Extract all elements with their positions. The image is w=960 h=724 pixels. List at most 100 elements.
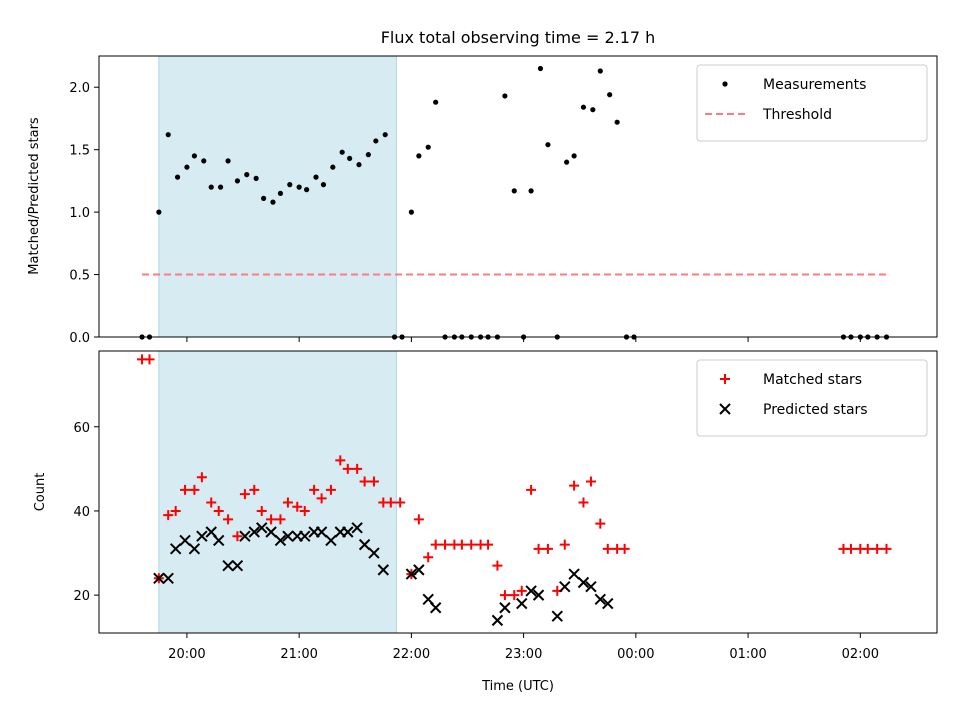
y-tick-label: 0.0	[69, 331, 90, 346]
y-tick-label: 60	[73, 421, 90, 436]
matched-point	[423, 552, 434, 563]
predicted-point	[551, 610, 563, 622]
observing-span	[158, 55, 397, 338]
measurement-point	[208, 184, 214, 190]
predicted-point	[256, 522, 268, 534]
legend-matched-marker	[720, 374, 730, 384]
y-tick-label: 40	[73, 505, 90, 520]
matched-point	[325, 484, 336, 495]
axes-frame	[98, 55, 938, 338]
matched-point	[492, 560, 503, 571]
matched-point	[196, 472, 207, 483]
matched-point	[881, 543, 892, 554]
measurement-point	[339, 149, 345, 155]
predicted-point	[169, 543, 182, 555]
x-tick-label: 21:00	[280, 647, 317, 662]
legend-label: Predicted stars	[763, 402, 868, 418]
predicted-point	[491, 614, 504, 627]
measurement-point	[425, 144, 431, 150]
predicted-point	[368, 547, 380, 559]
matched-point	[368, 476, 379, 487]
matched-point	[585, 476, 596, 487]
matched-point	[282, 497, 293, 508]
measurement-point	[528, 188, 534, 194]
measurement-point	[191, 153, 197, 159]
matched-point	[542, 543, 553, 554]
matched-point	[266, 514, 277, 525]
predicted-point	[299, 530, 311, 542]
legend-measurement-marker	[722, 81, 728, 87]
matched-point	[845, 543, 856, 554]
measurement-point	[184, 164, 190, 170]
matched-point	[299, 505, 310, 516]
matched-point	[533, 543, 544, 554]
measurement-point	[330, 164, 336, 170]
observing-span	[158, 350, 397, 634]
predicted-point	[188, 543, 201, 555]
predicted-point	[516, 597, 528, 610]
measurement-point	[614, 119, 620, 125]
matched-point	[292, 501, 303, 512]
predicted-point	[239, 530, 251, 542]
matched-point	[232, 531, 243, 542]
measurement-point	[320, 182, 327, 188]
predicted-point	[577, 576, 590, 589]
predicted-point	[602, 597, 614, 610]
series-predicted-stars	[153, 522, 614, 627]
x-tick-label: 02:00	[842, 647, 879, 662]
measurement-point	[537, 65, 544, 72]
measurement-point	[287, 182, 293, 188]
predicted-point	[325, 534, 337, 547]
matched-point	[456, 539, 467, 550]
measurement-point	[433, 99, 439, 105]
matched-point	[144, 354, 155, 365]
measurement-point	[313, 174, 319, 180]
predicted-point	[342, 526, 354, 538]
matched-point	[430, 539, 441, 550]
matched-point	[578, 497, 589, 508]
matched-point	[499, 590, 510, 601]
measurement-point	[277, 190, 284, 196]
measurement-point	[416, 153, 422, 159]
matched-point	[359, 476, 370, 487]
matched-point	[163, 510, 174, 521]
measurement-point	[174, 174, 181, 180]
measurement-point	[545, 142, 551, 148]
x-tick-label: 20:00	[168, 647, 205, 662]
legend-label: Measurements	[763, 77, 866, 93]
matched-point	[352, 463, 363, 474]
matched-point	[309, 484, 320, 495]
predicted-point	[358, 538, 371, 551]
measurement-point	[373, 138, 379, 144]
predicted-point	[153, 572, 165, 584]
predicted-point	[405, 568, 418, 580]
x-tick-label: 01:00	[729, 647, 766, 662]
predicted-point	[559, 580, 571, 593]
matched-point	[559, 539, 570, 550]
predicted-point	[282, 530, 294, 542]
predicted-point	[532, 589, 545, 601]
matched-point	[483, 539, 494, 550]
x-tick-label: 00:00	[617, 647, 654, 662]
matched-point	[872, 543, 883, 554]
measurement-point	[382, 132, 388, 138]
legend: Measurements Threshold	[696, 64, 928, 142]
predicted-point	[179, 534, 191, 547]
matched-point	[256, 505, 267, 516]
measurement-point	[607, 92, 613, 98]
legend-label: Matched stars	[763, 372, 862, 388]
matched-point	[180, 484, 191, 495]
matched-point	[206, 497, 217, 508]
predicted-point	[585, 580, 597, 593]
matched-point	[385, 497, 396, 508]
predicted-point	[222, 559, 234, 572]
matched-point	[413, 514, 424, 525]
matched-point	[239, 489, 250, 500]
matched-point	[275, 514, 286, 525]
matched-point	[526, 484, 537, 495]
matched-point	[466, 539, 477, 550]
predicted-point	[162, 572, 174, 584]
measurement-point	[270, 199, 276, 205]
measurement-point	[347, 155, 353, 162]
